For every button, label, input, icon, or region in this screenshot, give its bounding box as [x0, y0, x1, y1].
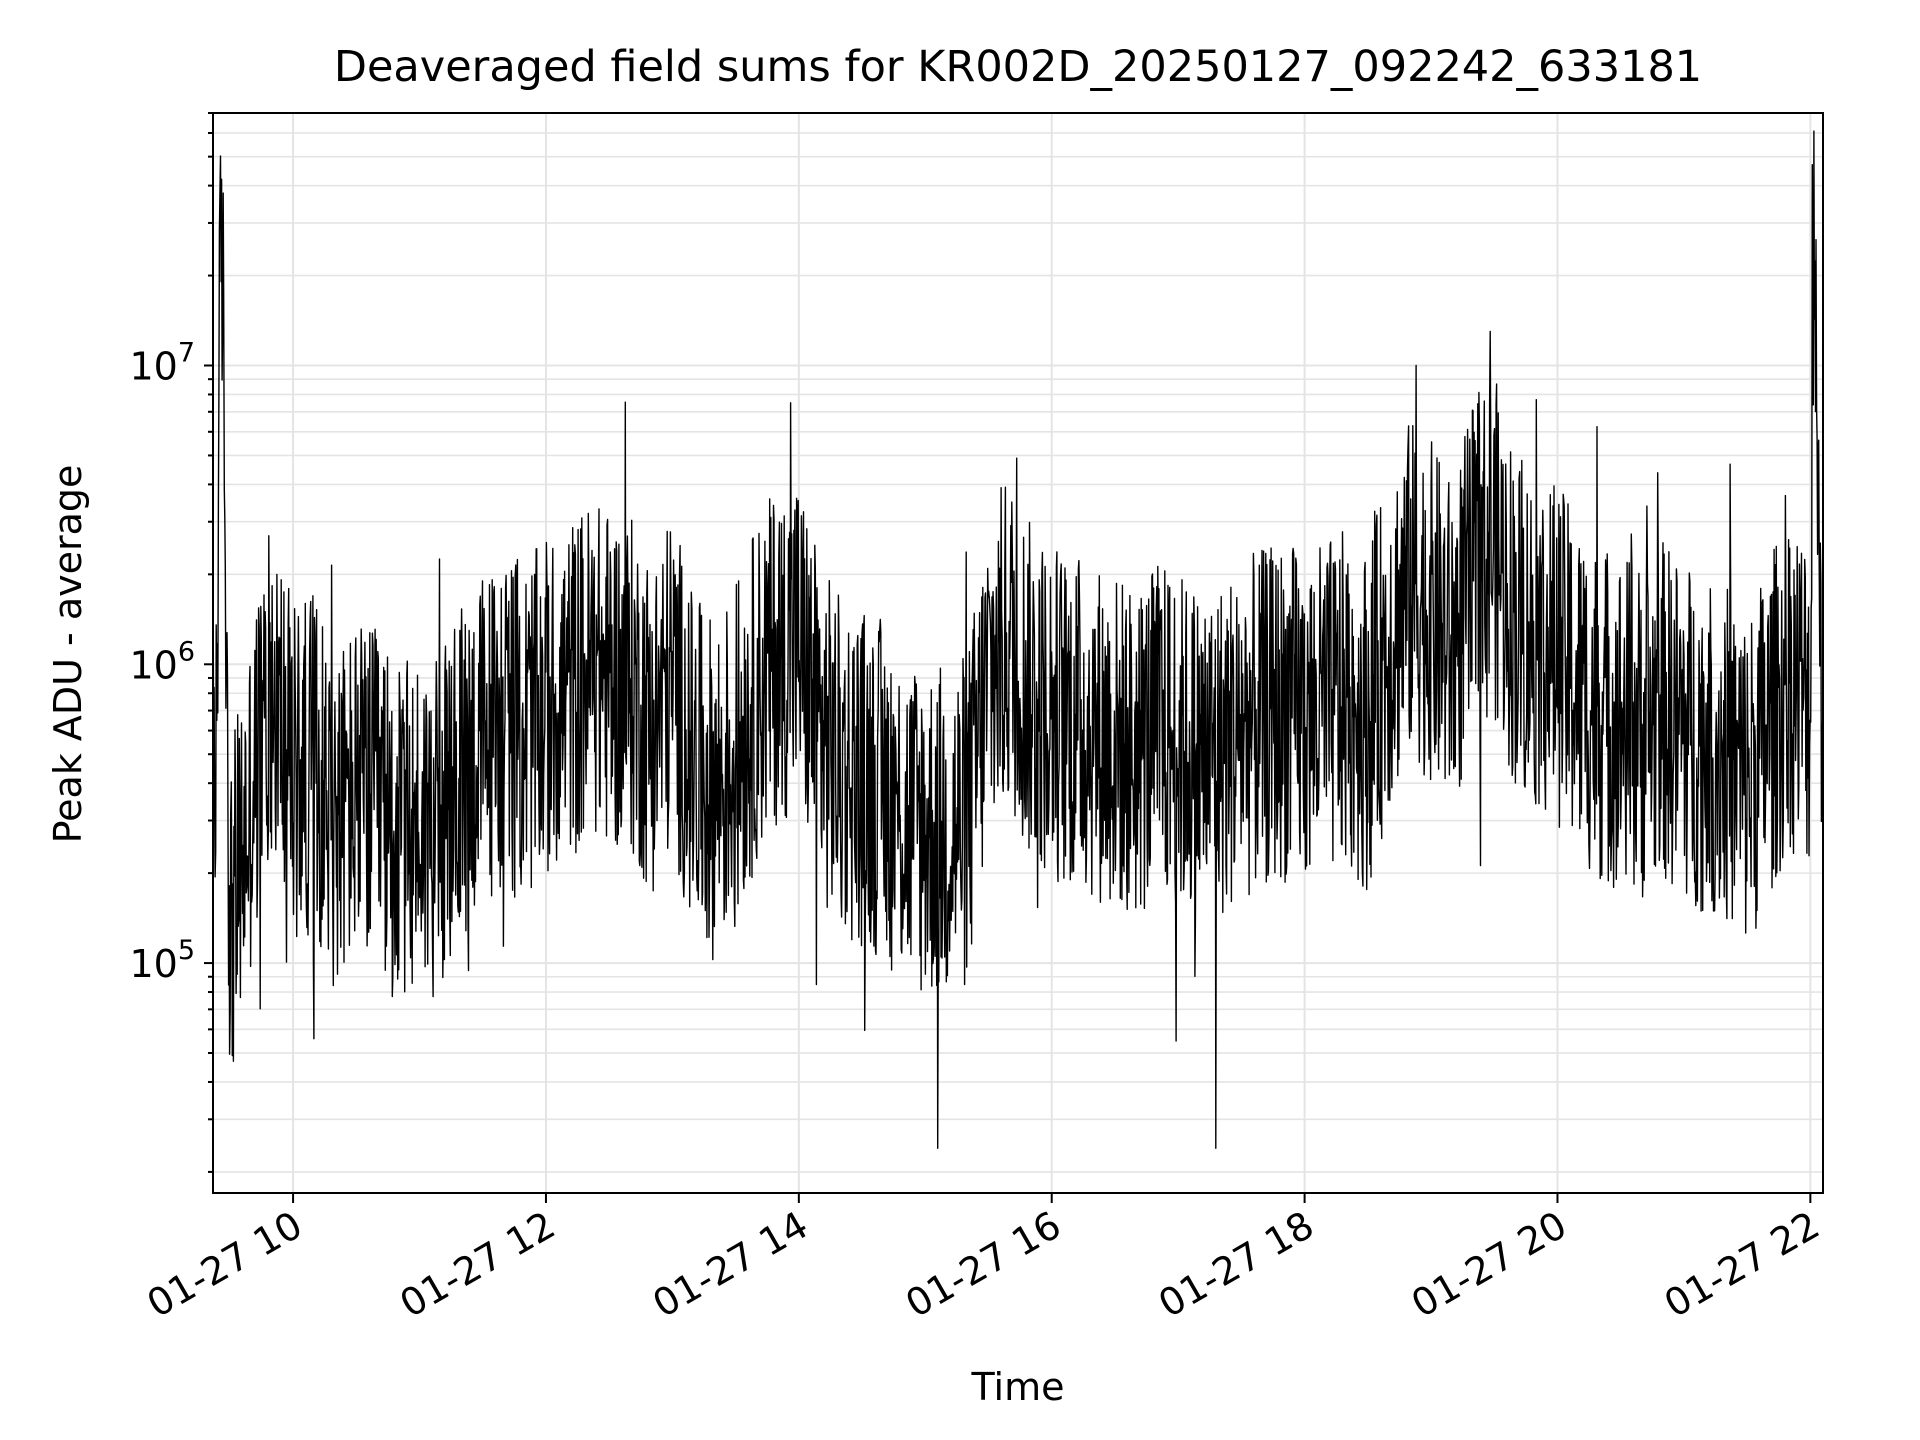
x-tick-label: 01-27 20: [1404, 1203, 1574, 1327]
x-axis-label: Time: [971, 1365, 1065, 1409]
x-tick-label: 01-27 10: [140, 1203, 310, 1327]
chart-title: Deaveraged field sums for KR002D_2025012…: [333, 42, 1703, 92]
y-tick-label: 105: [129, 935, 195, 986]
x-tick-label: 01-27 16: [898, 1203, 1068, 1327]
series-line: [212, 130, 1824, 1149]
x-tick-label: 01-27 12: [392, 1203, 562, 1327]
series-group: [212, 130, 1824, 1149]
plot-frame: [212, 112, 1824, 1194]
x-tick-label: 01-27 18: [1151, 1203, 1321, 1327]
x-tick-label: 01-27 14: [645, 1203, 815, 1327]
x-tick-label: 01-27 22: [1657, 1203, 1827, 1327]
y-tick-label: 106: [129, 636, 195, 687]
y-tick-label: 107: [129, 338, 195, 389]
